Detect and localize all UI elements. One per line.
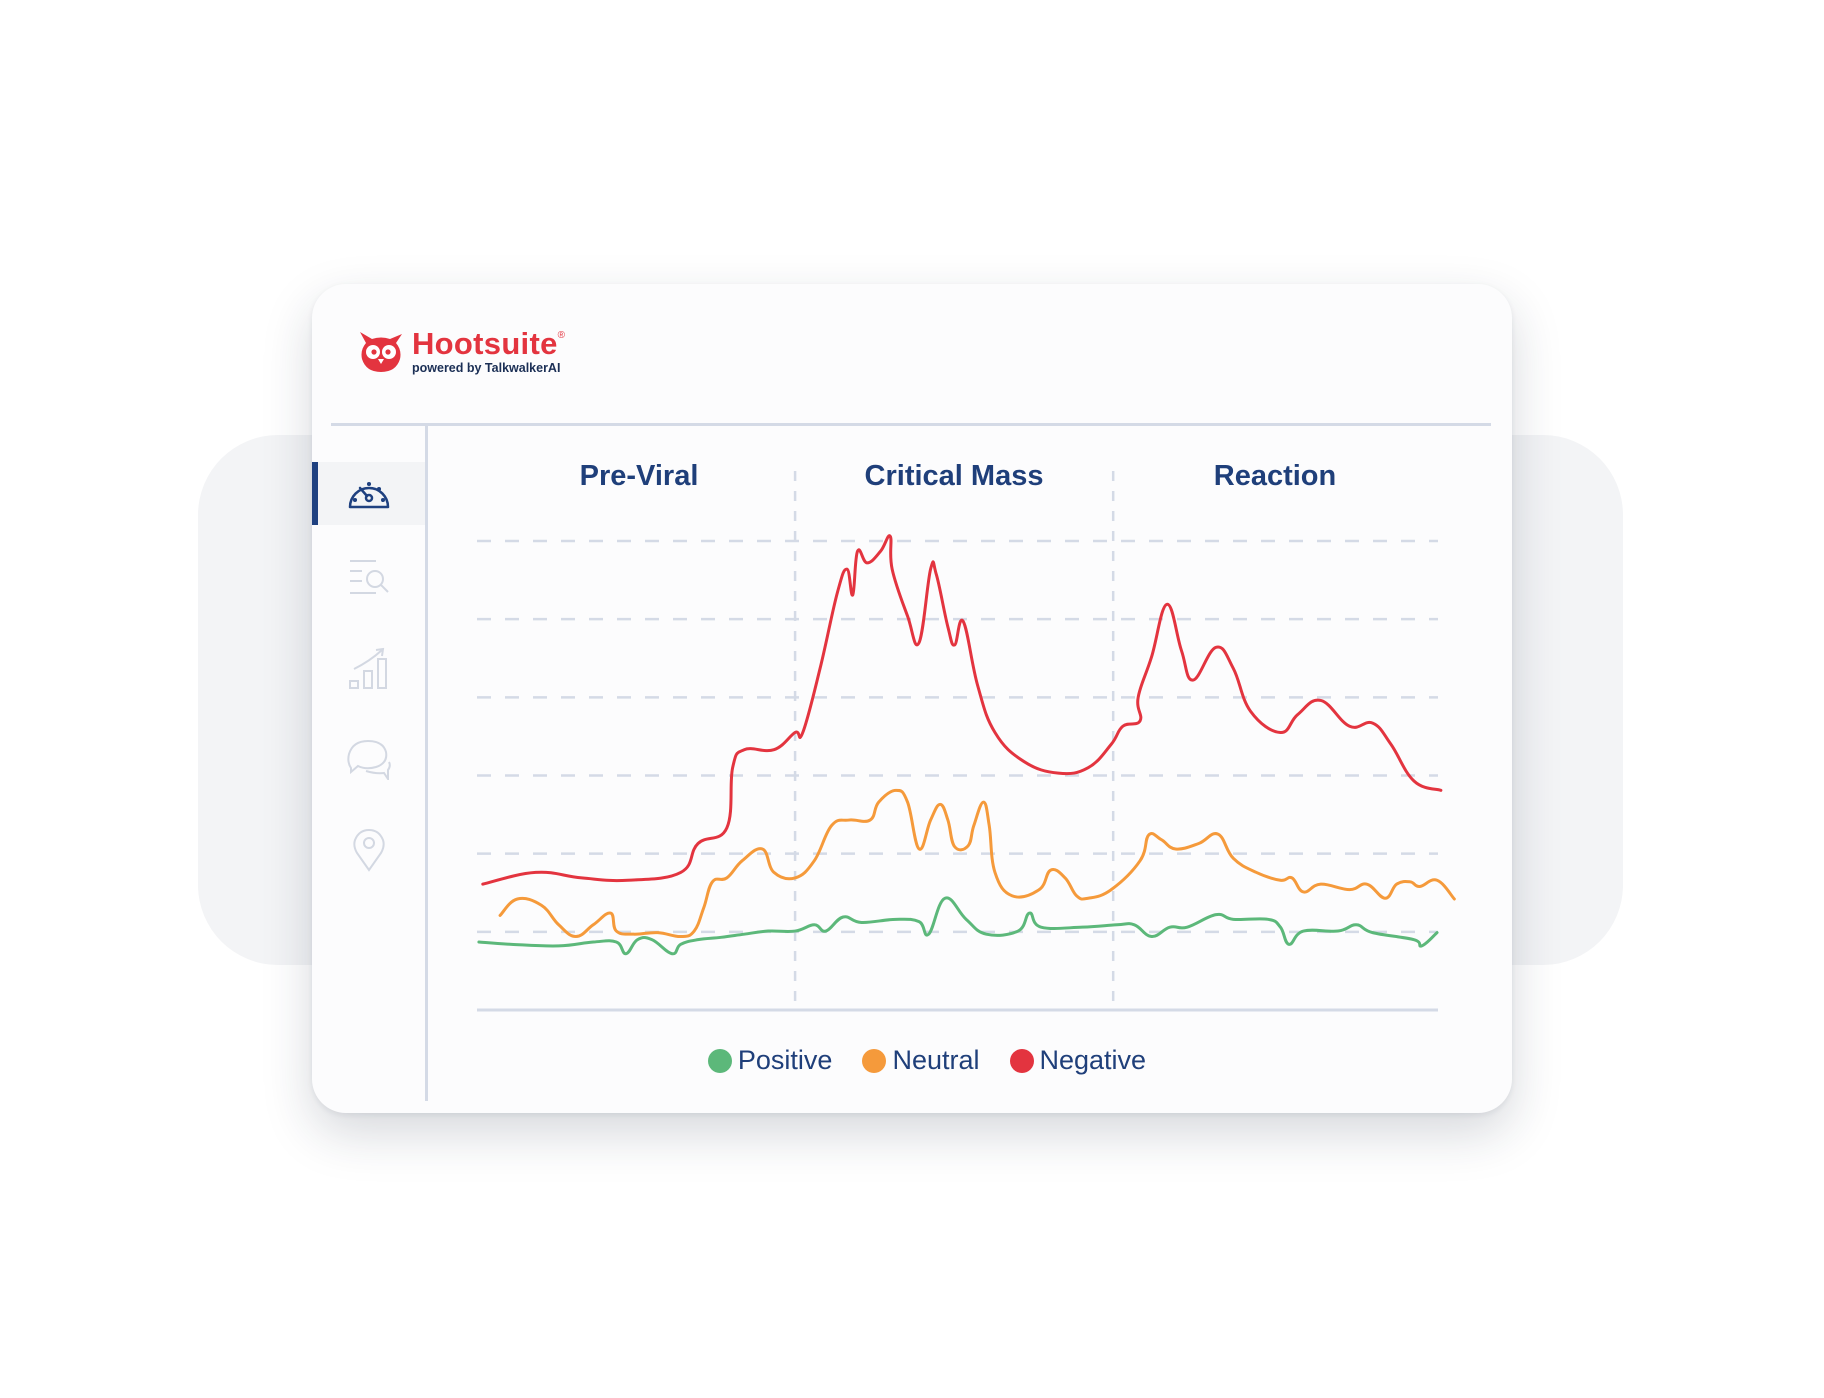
legend-item-negative[interactable]: Negative <box>1009 1045 1147 1076</box>
sidebar-item-analytics[interactable] <box>312 637 425 700</box>
negative-dot-icon <box>1009 1048 1034 1073</box>
dashboard-gauge-icon <box>348 481 389 508</box>
series-line-neutral <box>498 788 1456 939</box>
sidebar-item-locations[interactable] <box>312 818 425 881</box>
legend-item-neutral[interactable]: Neutral <box>862 1045 980 1076</box>
phase-label-critical-mass: Critical Mass <box>864 460 1044 492</box>
sidebar-item-search[interactable] <box>312 545 425 608</box>
registered-mark: ® <box>557 330 566 341</box>
search-list-icon <box>349 559 389 594</box>
sidebar-item-conversations[interactable] <box>312 727 425 790</box>
hootsuite-logo: Hootsuite® powered by TalkwalkerAI <box>358 328 565 375</box>
brand-name: Hootsuite <box>412 326 558 361</box>
legend-label-neutral: Neutral <box>892 1045 980 1075</box>
neutral-dot-icon <box>862 1048 887 1073</box>
phase-label-reaction: Reaction <box>1213 460 1337 492</box>
legend-label-negative: Negative <box>1039 1045 1147 1075</box>
location-pin-icon <box>352 828 385 872</box>
sidebar-item-dashboard[interactable] <box>312 462 425 525</box>
bar-chart-growth-icon <box>348 647 387 689</box>
chart-legend: Positive Neutral Negative <box>0 1045 1824 1076</box>
owl-logo-icon <box>360 332 402 373</box>
series-line-negative <box>481 534 1443 886</box>
brand-tagline: powered by TalkwalkerAI <box>412 361 561 375</box>
header-divider <box>331 423 1491 426</box>
series-line-positive <box>477 896 1439 956</box>
phase-label-pre-viral: Pre-Viral <box>579 460 699 492</box>
legend-label-positive: Positive <box>737 1045 833 1075</box>
legend-item-positive[interactable]: Positive <box>707 1045 833 1076</box>
chat-bubbles-icon <box>346 739 391 780</box>
sidebar-divider <box>425 425 428 1101</box>
positive-dot-icon <box>707 1048 732 1073</box>
